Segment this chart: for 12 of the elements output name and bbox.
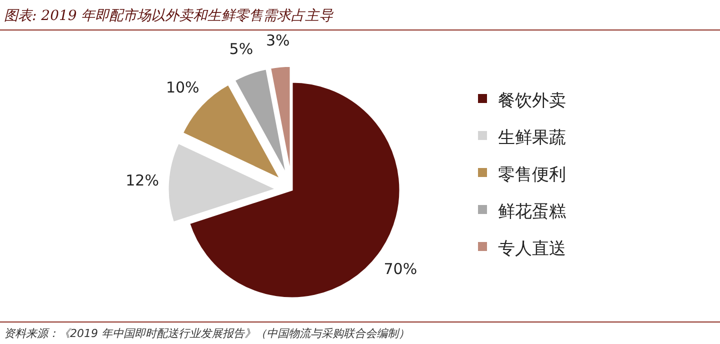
data-label: 3% bbox=[266, 32, 290, 50]
text: 资料来源：《2019 年中国即时配送行业发展报告》（中国物流与采购联合会编制） bbox=[4, 327, 410, 340]
data-label: 5% bbox=[229, 40, 254, 58]
data-label: 10% bbox=[166, 78, 200, 96]
legend-label: 餐饮外卖 bbox=[498, 91, 566, 111]
legend-label: 鲜花蛋糕 bbox=[498, 202, 566, 222]
legend-label: 零售便利 bbox=[498, 165, 566, 185]
data-label: 70% bbox=[384, 260, 418, 278]
legend-label: 专人直送 bbox=[498, 239, 566, 259]
chart-title: 图表: 2019 年即配市场以外卖和生鲜零售需求占主导 bbox=[4, 8, 334, 24]
legend-label: 生鲜果蔬 bbox=[498, 128, 566, 148]
data-label: 12% bbox=[126, 172, 159, 190]
